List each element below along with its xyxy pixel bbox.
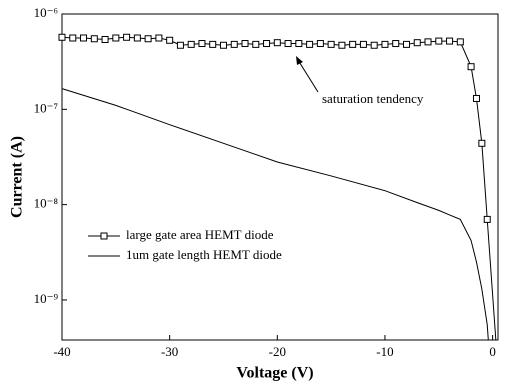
marker <box>273 39 281 47</box>
annotation: saturation tendency <box>322 91 424 106</box>
marker <box>359 40 367 48</box>
marker <box>295 40 303 48</box>
marker <box>252 40 260 48</box>
marker <box>472 94 480 102</box>
marker <box>284 40 292 48</box>
legend-marker <box>100 232 108 240</box>
marker <box>69 34 77 42</box>
arrow-head <box>296 56 303 65</box>
y-tick-label: 10⁻⁷ <box>34 100 58 115</box>
marker <box>316 40 324 48</box>
marker <box>413 39 421 47</box>
marker <box>144 35 152 43</box>
marker <box>187 40 195 48</box>
marker <box>80 34 88 42</box>
marker <box>112 34 120 42</box>
x-tick-label: 0 <box>489 344 496 359</box>
marker <box>392 40 400 48</box>
marker <box>198 40 206 48</box>
x-axis-label: Voltage (V) <box>236 365 313 382</box>
marker <box>263 40 271 48</box>
marker <box>123 33 131 41</box>
marker <box>478 139 486 147</box>
plot-frame <box>61 13 499 341</box>
x-tick-label: -20 <box>269 344 286 359</box>
y-tick-label: 10⁻⁶ <box>34 5 58 20</box>
marker <box>349 40 357 48</box>
marker <box>456 38 464 46</box>
marker <box>133 34 141 42</box>
legend-label: large gate area HEMT diode <box>126 227 274 242</box>
y-tick-label: 10⁻⁹ <box>34 291 59 306</box>
series-line <box>61 36 497 341</box>
legend-label: 1um gate length HEMT diode <box>126 247 282 262</box>
marker <box>166 36 174 44</box>
marker <box>155 34 163 42</box>
marker <box>176 41 184 49</box>
marker <box>219 41 227 49</box>
x-tick-label: -30 <box>161 344 178 359</box>
marker <box>90 35 98 43</box>
marker <box>467 63 475 71</box>
marker <box>241 40 249 48</box>
marker <box>446 37 454 45</box>
marker <box>230 40 238 48</box>
x-tick-label: -10 <box>376 344 393 359</box>
marker <box>101 36 109 44</box>
y-axis-label: Current (A) <box>9 136 26 218</box>
marker <box>58 33 66 41</box>
marker <box>327 40 335 48</box>
marker <box>338 41 346 49</box>
marker <box>209 40 217 48</box>
marker <box>370 41 378 49</box>
marker <box>306 40 314 48</box>
annotation-arrow <box>297 59 319 93</box>
marker <box>435 37 443 45</box>
marker <box>402 40 410 48</box>
x-tick-label: -40 <box>53 344 70 359</box>
marker <box>381 40 389 48</box>
marker <box>483 215 491 223</box>
marker <box>424 38 432 46</box>
series-line <box>61 88 489 341</box>
y-tick-label: 10⁻⁸ <box>34 196 59 211</box>
